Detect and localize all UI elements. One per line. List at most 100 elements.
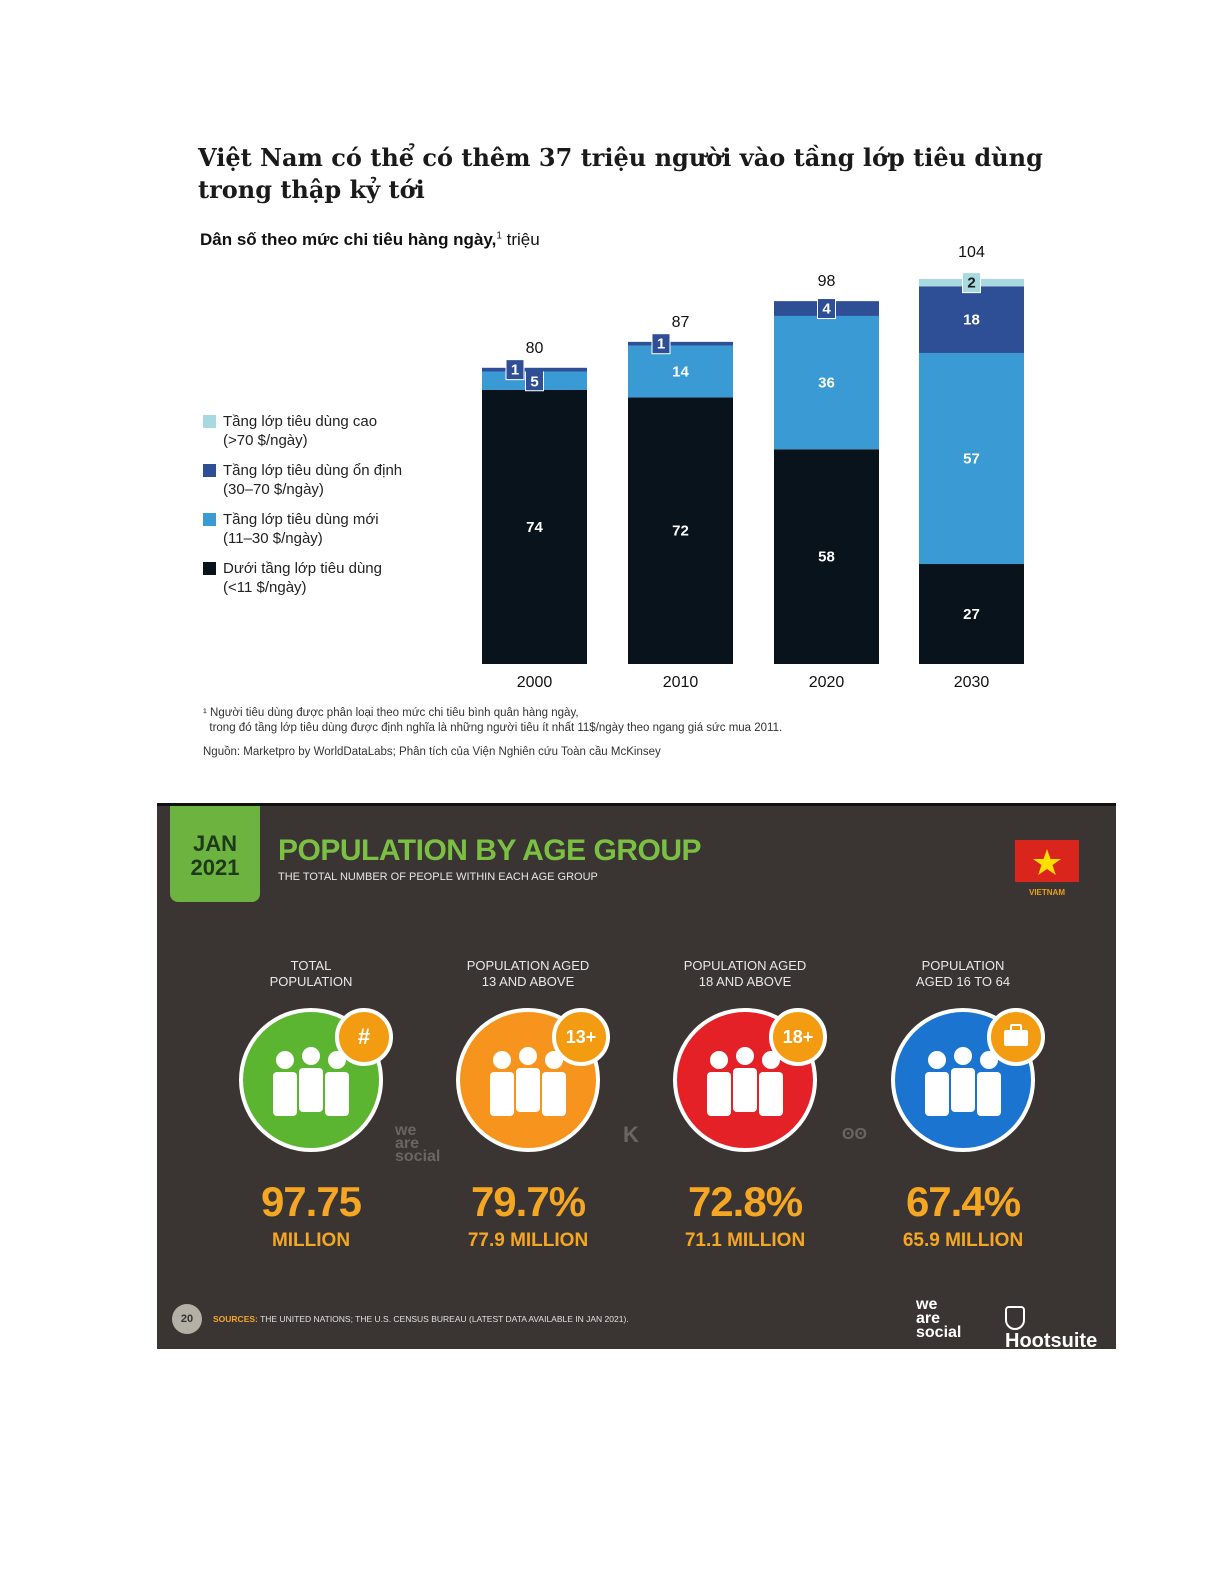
subtitle-sup: 1: [496, 230, 502, 242]
bar-segment: [774, 315, 879, 450]
bar-segment: [482, 367, 587, 372]
briefcase-badge-icon: [987, 1008, 1045, 1066]
bar-label-box: [817, 298, 836, 320]
stat-label: TOTAL POPULATION: [211, 958, 411, 990]
x-tick-label: 2010: [663, 674, 699, 691]
vietnam-flag-icon: [1015, 840, 1079, 882]
slide-sources: SOURCES: THE UNITED NATIONS; THE U.S. CE…: [213, 1314, 629, 1324]
stat-subvalue: 65.9 MILLION: [902, 1230, 1024, 1251]
legend-range: (11–30 $/ngày): [223, 530, 323, 547]
kepios-watermark-icon: K: [623, 1122, 639, 1147]
age-badge: #: [335, 1008, 393, 1066]
date-month: JAN: [192, 831, 237, 856]
slide-title: POPULATION BY AGE GROUP: [278, 834, 702, 867]
x-tick-label: 2030: [954, 674, 990, 691]
bar-value-label: 74: [526, 519, 543, 536]
legend-swatch: [203, 562, 216, 575]
chart-subtitle: Dân số theo mức chi tiêu hàng ngày,1 tri…: [200, 230, 540, 250]
age-badge: 18+: [769, 1008, 827, 1066]
bar-segment: [628, 345, 733, 398]
stat-label-line: POPULATION: [921, 958, 1005, 973]
bar-value-label: 18: [963, 312, 980, 329]
stat-label-line: 13 AND ABOVE: [481, 974, 575, 989]
bar-value-label: 58: [818, 549, 835, 566]
page-number: 20: [172, 1304, 202, 1334]
footnote-line: trong đó tầng lớp tiêu dùng được định ng…: [203, 722, 783, 734]
bar-segment: [482, 390, 587, 664]
hootsuite-watermark-icon: ʘʘ: [842, 1126, 867, 1143]
bar-segment: [919, 286, 1024, 353]
brand-social: social: [916, 1324, 962, 1341]
footnote: ¹ Người tiêu dùng được phân loại theo mứ…: [203, 706, 782, 736]
population-slide: JAN 2021 POPULATION BY AGE GROUP THE TOT…: [157, 803, 1116, 1352]
sources-label: SOURCES:: [213, 1314, 258, 1324]
bar-value-label: 57: [963, 451, 980, 468]
stat-label: POPULATION AGED 18 AND ABOVE: [645, 958, 845, 990]
stat-label-line: POPULATION AGED: [466, 958, 590, 973]
chart-headline: Việt Nam có thể có thêm 37 triệu người v…: [198, 143, 1043, 204]
stat-label-line: POPULATION AGED: [683, 958, 807, 973]
stat-label-line: AGED 16 TO 64: [915, 974, 1011, 989]
stat-subvalue: 77.9 MILLION: [467, 1230, 589, 1251]
age-badge: 13+: [552, 1008, 610, 1066]
subtitle-bold: Dân số theo mức chi tiêu hàng ngày,: [200, 230, 497, 249]
hootsuite-logo: Hootsuite: [1005, 1306, 1116, 1353]
legend-range: (30–70 $/ngày): [223, 481, 324, 498]
hootsuite-wordmark: Hootsuite: [1005, 1330, 1098, 1352]
footnote-line: ¹ Người tiêu dùng được phân loại theo mứ…: [203, 707, 579, 719]
people-group-icon: [891, 1008, 1035, 1152]
bar-segment: [919, 564, 1024, 664]
bar-total-label: 87: [672, 314, 690, 331]
stat-label: POPULATION AGED 13 AND ABOVE: [428, 958, 628, 990]
date-year: 2021: [190, 855, 240, 880]
legend-swatch: [203, 464, 216, 477]
bar-total-label: 98: [818, 273, 836, 290]
we-are-social-logo: we are social: [916, 1296, 962, 1341]
bar-value-label: 1: [657, 336, 665, 353]
bar-segment: [919, 352, 1024, 565]
legend-range: (<11 $/ngày): [223, 579, 307, 596]
owl-icon: [1005, 1306, 1025, 1330]
stat-value: 79.7%: [470, 1178, 586, 1225]
bar-total-label: 80: [526, 340, 544, 357]
stat-value: 97.75: [260, 1178, 362, 1225]
stat-subvalue: 71.1 MILLION: [684, 1230, 806, 1251]
country-label: VIETNAM: [1029, 888, 1065, 897]
bar-total-label: 104: [958, 245, 985, 261]
sources-text: THE UNITED NATIONS; THE U.S. CENSUS BURE…: [257, 1314, 629, 1324]
bar-value-label: 4: [822, 301, 831, 318]
legend-label: Tầng lớp tiêu dùng ổn định: [223, 462, 403, 479]
bar-value-label: 72: [672, 523, 689, 540]
stat-label-line: TOTAL: [290, 958, 332, 973]
we-are-social-watermark-icon: we are social: [395, 1122, 441, 1165]
legend-swatch: [203, 415, 216, 428]
bar-value-label: 14: [672, 363, 689, 380]
stacked-bar-chart: 7451802000721418720105836498202027571821…: [482, 245, 1024, 691]
bar-label-box: [651, 333, 671, 355]
bar-segment: [628, 341, 733, 346]
bar-value-label: 36: [818, 375, 835, 392]
legend-swatch: [203, 513, 216, 526]
source-note: Nguồn: Marketpro by WorldDataLabs; Phân …: [203, 746, 661, 758]
legend-label: Tầng lớp tiêu dùng mới: [223, 511, 379, 528]
x-tick-label: 2020: [809, 674, 845, 691]
brand-are: are: [916, 1310, 941, 1327]
bar-label-box: [505, 359, 525, 381]
date-tab: JAN 2021: [170, 806, 260, 902]
bar-segment: [774, 449, 879, 664]
subtitle-unit: triệu: [501, 230, 540, 249]
legend-label: Tầng lớp tiêu dùng cao: [223, 413, 378, 430]
bar-value-label: 5: [530, 374, 538, 391]
x-tick-label: 2000: [517, 674, 553, 691]
bar-segment: [628, 397, 733, 664]
stat-subvalue: MILLION: [271, 1230, 351, 1251]
stat-value: 72.8%: [687, 1178, 803, 1225]
legend-label: Dưới tầng lớp tiêu dùng: [223, 560, 382, 577]
brand-we: we: [916, 1296, 938, 1313]
bar-value-label: 2: [967, 275, 975, 292]
bar-value-label: 1: [511, 362, 519, 379]
legend-range: (>70 $/ngày): [223, 432, 308, 449]
stat-label-line: 18 AND ABOVE: [698, 974, 792, 989]
stat-value: 67.4%: [905, 1178, 1021, 1225]
slide-subtitle: THE TOTAL NUMBER OF PEOPLE WITHIN EACH A…: [278, 871, 598, 883]
